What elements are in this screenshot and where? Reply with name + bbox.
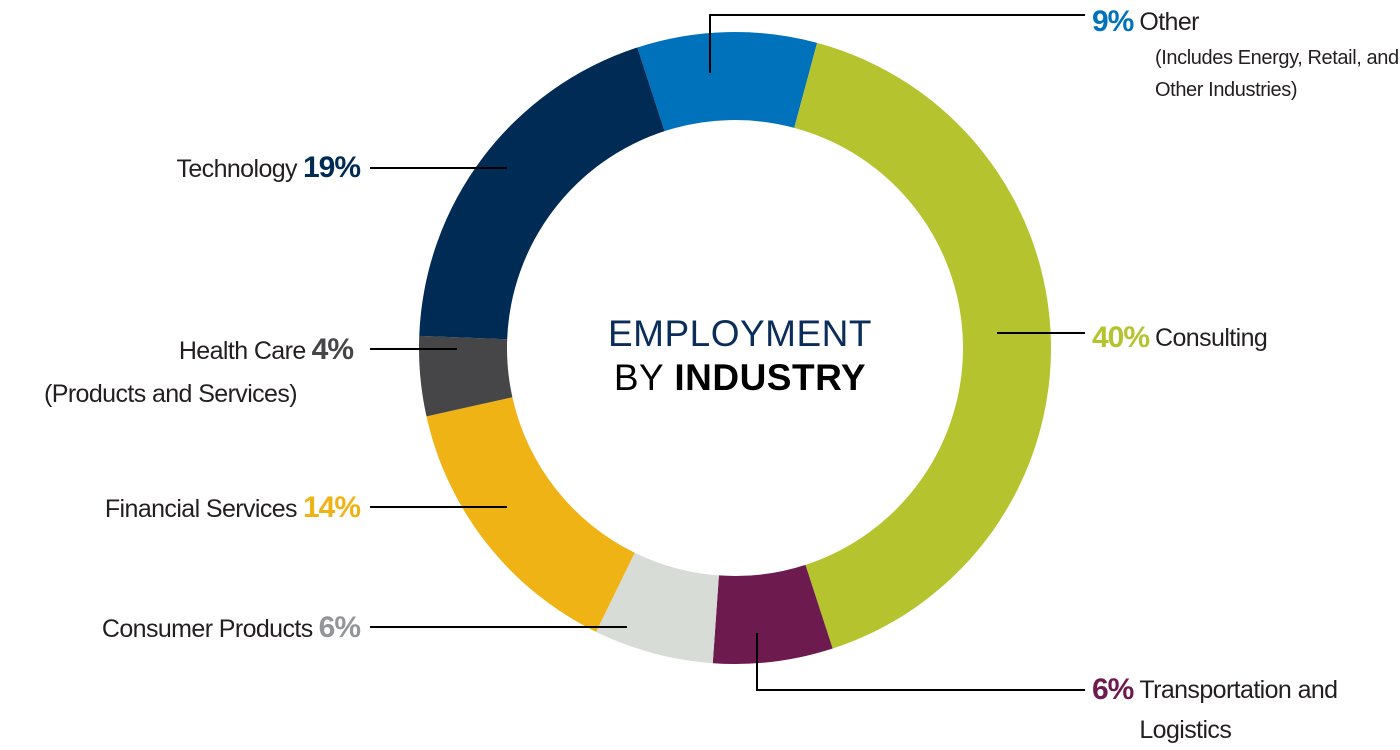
value-label: 19% <box>302 151 361 184</box>
value-label: 6% <box>318 611 361 644</box>
leader-line <box>756 633 1085 691</box>
value-label: 14% <box>302 491 361 524</box>
donut-segment <box>794 42 1052 649</box>
donut-segment <box>419 47 665 340</box>
chart-title: EMPLOYMENT <box>607 313 873 354</box>
value-label: 4% <box>311 333 354 366</box>
label: 6% Transportation and Logistics <box>1092 672 1379 750</box>
label: Technology 19% <box>176 150 361 187</box>
category-note: (Products and Services) <box>44 380 298 408</box>
donut-segment <box>596 552 719 664</box>
label: 9% Other <box>1092 4 1199 40</box>
donut-segment <box>419 335 513 417</box>
category-label: Consulting <box>1155 324 1268 352</box>
category-label: Transportation and Logistics <box>1139 676 1338 744</box>
donut-segment <box>712 564 833 664</box>
donut-segment <box>426 397 635 632</box>
chart-title-line: BY INDUSTRY <box>540 356 940 400</box>
chart-title: INDUSTRY <box>674 357 867 398</box>
label: Financial Services 14% <box>104 490 361 527</box>
value-label: 6% <box>1092 673 1134 706</box>
category-note: (Includes Energy, Retail, and Other Indu… <box>1155 47 1399 101</box>
chart-title: BY <box>613 357 664 398</box>
category-label: Technology <box>176 155 297 183</box>
value-label: 40% <box>1092 321 1150 354</box>
category-label: Health Care <box>178 337 306 365</box>
category-label: Other <box>1139 8 1199 36</box>
label: Health Care 4% <box>178 332 354 369</box>
category-label: Financial Services <box>104 495 298 523</box>
label: 40% Consulting <box>1092 320 1268 356</box>
category-label: Consumer Products <box>101 615 313 643</box>
value-label: 9% <box>1092 5 1134 38</box>
label: Consumer Products 6% <box>101 610 361 647</box>
leader-line <box>709 14 1085 73</box>
donut-segment <box>637 32 818 132</box>
